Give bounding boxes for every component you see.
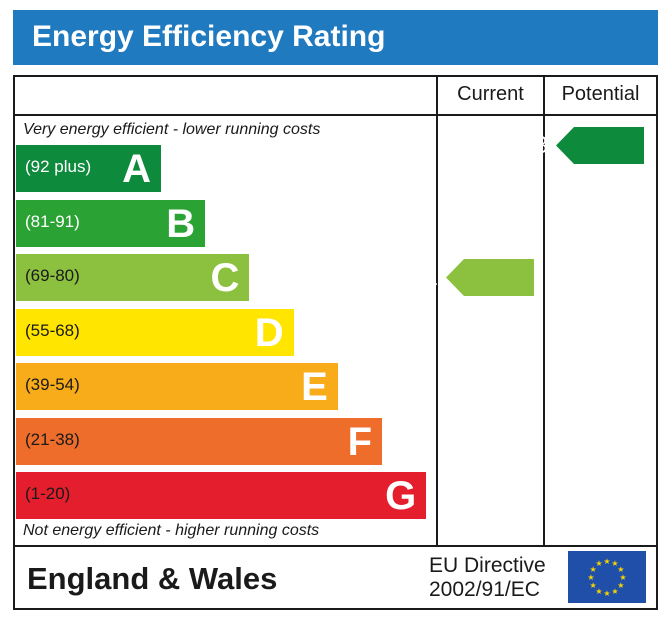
band-letter: D [254, 310, 284, 355]
eu-star-icon: ★ [603, 589, 610, 598]
eu-star-icon: ★ [611, 587, 618, 596]
header-divider [15, 114, 656, 116]
band-range: (92 plus) [25, 157, 92, 176]
eu-star-icon: ★ [590, 581, 597, 590]
column-divider [543, 77, 545, 545]
band-letter: E [301, 365, 328, 409]
eu-star-icon: ★ [595, 559, 602, 568]
eu-directive-line2: 2002/91/EC [429, 578, 540, 601]
eu-star-icon: ★ [611, 559, 618, 568]
current-arrow-shape [446, 259, 534, 296]
title-bar: Energy Efficiency Rating [13, 10, 658, 65]
potential-column-header: Potential [561, 83, 640, 105]
eu-star-icon: ★ [590, 565, 597, 574]
rating-band-c: (69-80) C [16, 254, 250, 301]
chart-title: Energy Efficiency Rating [32, 20, 386, 53]
rating-band-f: (21-38) F [16, 417, 382, 465]
eu-flag-icon: ★ ★★★★★★★★★★★ [568, 551, 646, 603]
band-range: (69-80) [25, 266, 80, 285]
rating-band-d: (55-68) D [16, 308, 294, 356]
footer-divider [15, 545, 656, 547]
band-letter: F [347, 419, 372, 464]
rating-table: Current Potential Very energy efficient … [13, 75, 658, 610]
band-range: (81-91) [25, 211, 80, 231]
rating-band-e: (39-54) E [16, 363, 338, 410]
eu-star-icon: ★ [617, 581, 624, 590]
current-column-header: Current [457, 83, 524, 105]
band-letter: C [210, 256, 240, 300]
eu-directive: EU Directive 2002/91/EC [429, 554, 546, 602]
region-label: England & Wales [27, 561, 278, 596]
inefficient-note: Not energy efficient - higher running co… [23, 522, 320, 539]
band-letter: B [166, 201, 196, 246]
band-letter: G [385, 474, 417, 518]
band-range: (55-68) [25, 320, 80, 340]
rating-band-a: (92 plus) A [16, 145, 161, 192]
eu-star-icon: ★ [603, 557, 610, 566]
rating-band-g: (1-20) G [16, 472, 427, 519]
efficient-note: Very energy efficient - lower running co… [23, 121, 321, 138]
band-range: (39-54) [25, 375, 80, 394]
eu-star-icon: ★ [617, 565, 624, 574]
eu-star-icon: ★ [595, 587, 602, 596]
band-range: (21-38) [25, 429, 80, 449]
rating-band-b: (81-91) B [16, 199, 206, 247]
column-divider [436, 77, 438, 545]
potential-rating-value: 103 [507, 132, 548, 159]
potential-arrow-shape [556, 127, 644, 164]
eu-star-icon: ★ [619, 573, 626, 582]
band-letter: A [122, 147, 151, 191]
band-range: (1-20) [25, 484, 71, 503]
eu-star-icon: ★ [587, 573, 594, 582]
eu-directive-line1: EU Directive [429, 554, 546, 577]
current-rating-value: 71 [411, 264, 438, 291]
